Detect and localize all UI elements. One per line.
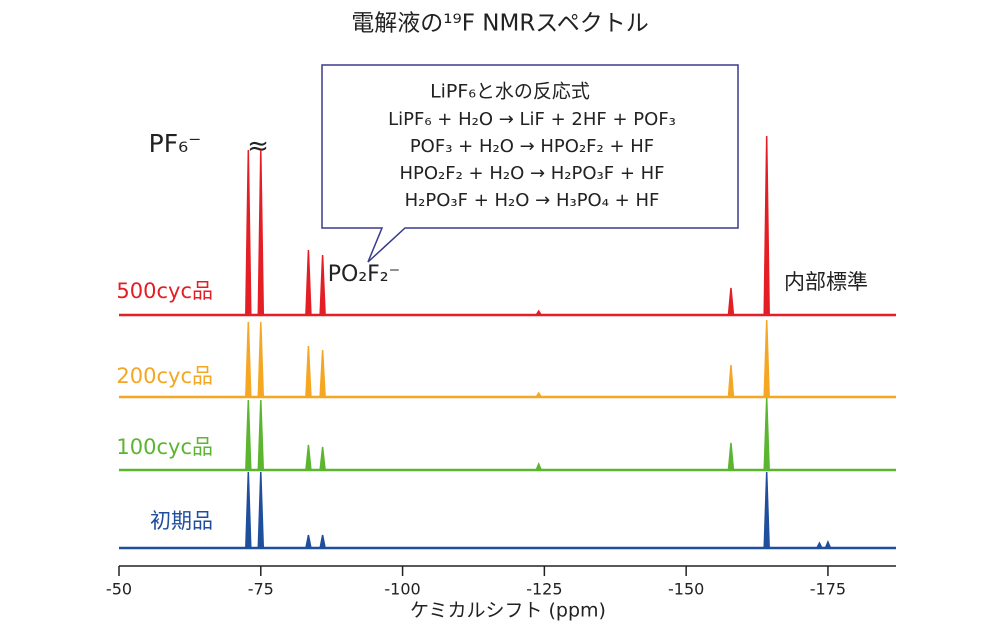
x-tick-label: -175 (810, 580, 846, 599)
peak (534, 309, 543, 316)
pf6-label: PF₆⁻ (149, 129, 202, 158)
chart-title: 電解液の¹⁹F NMRスペクトル (351, 11, 648, 37)
peak (245, 321, 252, 398)
x-tick-label: -100 (384, 580, 420, 599)
peak (319, 534, 327, 549)
peak (815, 541, 824, 549)
equation: POF₃ + H₂O → HPO₂F₂ + HF (410, 136, 654, 157)
peak (305, 534, 312, 549)
x-tick-label: -150 (668, 580, 704, 599)
peak (245, 471, 252, 549)
peak (319, 446, 326, 471)
peak (257, 471, 265, 549)
x-tick-label: -125 (526, 580, 562, 599)
peak (763, 135, 770, 316)
po2f2-label: PO₂F₂⁻ (328, 262, 401, 287)
equation: HPO₂F₂ + H₂O → H₂PO₃F + HF (399, 163, 664, 184)
peak (319, 254, 326, 316)
peak (534, 391, 543, 398)
peak (727, 364, 735, 398)
equation: LiPF₆ + H₂O → LiF + 2HF + POF₃ (388, 109, 676, 130)
box-title: LiPF₆と水の反応式 (430, 81, 590, 103)
legend-label: 初期品 (150, 509, 213, 533)
x-axis-label: ケミカルシフト (ppm) (410, 600, 606, 622)
legend-label: 200cyc品 (116, 364, 213, 388)
peak (305, 249, 312, 316)
peak (763, 397, 770, 471)
peak (305, 345, 312, 398)
standard-label: 内部標準 (784, 270, 868, 294)
peak (763, 319, 770, 398)
legend-label: 100cyc品 (116, 435, 213, 459)
peak (305, 444, 312, 471)
legend-label: 500cyc品 (116, 279, 213, 303)
peak (257, 321, 265, 398)
peak (245, 149, 252, 316)
peak (257, 149, 265, 316)
peak (727, 442, 735, 471)
x-tick-label: -50 (106, 580, 132, 599)
peak (727, 287, 735, 316)
peak (824, 540, 832, 549)
equation: H₂PO₃F + H₂O → H₃PO₄ + HF (405, 190, 660, 211)
peak (763, 471, 770, 549)
x-tick-label: -75 (248, 580, 274, 599)
peak (257, 399, 265, 471)
break-mark: ≈ (247, 132, 269, 162)
peak (319, 349, 326, 398)
peak (535, 462, 543, 471)
peak (245, 399, 252, 471)
callout-box (321, 64, 739, 263)
